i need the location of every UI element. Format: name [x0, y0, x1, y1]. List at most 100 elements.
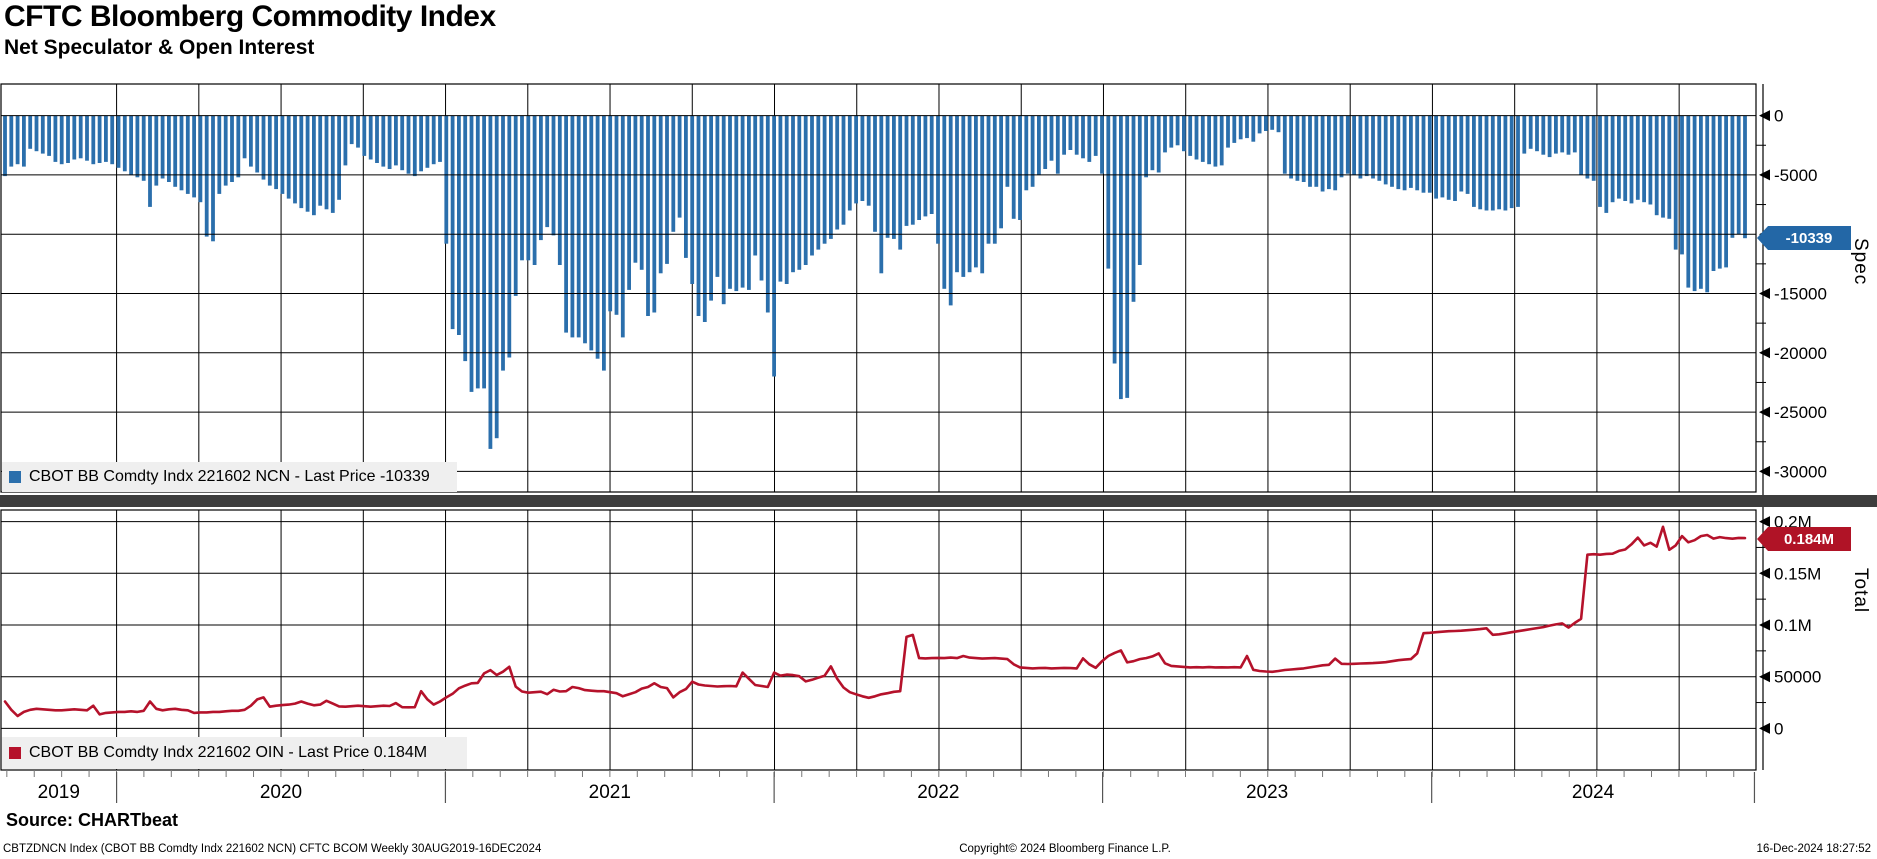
- panel-frame: [0, 83, 1757, 493]
- spec-bar: [841, 115, 846, 225]
- spec-bar: [1654, 115, 1659, 216]
- spec-bar: [1314, 115, 1319, 187]
- x-year-label[interactable]: 2020: [260, 782, 302, 803]
- spec-bar: [507, 115, 512, 358]
- spec-bar: [1427, 115, 1432, 193]
- spec-bar: [570, 115, 575, 338]
- spec-bar: [1037, 115, 1041, 175]
- legend-swatch-blue: [9, 471, 21, 483]
- spec-bar: [387, 115, 392, 169]
- legend-spec-series[interactable]: CBOT BB Comdty Indx 221602 NCN - Last Pr…: [2, 462, 457, 492]
- spec-bar: [772, 115, 776, 377]
- y-tick-label: -15000: [1774, 285, 1827, 304]
- legend-swatch-red: [9, 747, 21, 759]
- spec-bar: [639, 115, 644, 270]
- spec-bar: [1030, 115, 1035, 187]
- spec-bar: [242, 115, 247, 159]
- spec-bar: [608, 115, 613, 312]
- spec-bar: [286, 115, 291, 199]
- spec-bar: [1188, 115, 1193, 156]
- spec-bar: [1453, 115, 1457, 201]
- spec-bar: [847, 115, 852, 211]
- spec-bar: [740, 115, 745, 288]
- spec-bar: [677, 115, 682, 218]
- spec-bar: [992, 115, 997, 244]
- spec-bar: [444, 115, 449, 244]
- spec-bar: [1661, 115, 1665, 218]
- x-year-label[interactable]: 2023: [1246, 782, 1288, 803]
- spec-bar: [173, 115, 178, 187]
- spec-bar: [1125, 115, 1130, 398]
- spec-bar: [702, 115, 707, 322]
- spec-bar: [375, 115, 379, 163]
- page-title: CFTC Bloomberg Commodity Index: [4, 0, 496, 33]
- spec-bar: [980, 115, 985, 274]
- spec-bar: [129, 115, 133, 175]
- spec-bar: [1352, 115, 1356, 175]
- spec-bar: [431, 115, 436, 165]
- spec-bar: [450, 115, 455, 330]
- spec-bar: [1358, 115, 1363, 179]
- spec-bar: [261, 115, 266, 180]
- spec-bar: [829, 115, 833, 239]
- spec-bar: [1692, 115, 1697, 292]
- x-year-label[interactable]: 2024: [1572, 782, 1615, 803]
- spec-bar: [1062, 115, 1066, 155]
- spec-bar: [835, 115, 840, 230]
- x-year-label[interactable]: 2022: [917, 782, 959, 803]
- spec-bar: [955, 115, 959, 273]
- spec-bar: [1339, 115, 1344, 178]
- spec-bar: [1465, 115, 1470, 194]
- legend-total-series[interactable]: CBOT BB Comdty Indx 221602 OIN - Last Pr…: [2, 737, 467, 769]
- spec-bar: [1459, 115, 1464, 192]
- spec-bar: [1585, 115, 1590, 179]
- spec-bar: [1623, 115, 1628, 201]
- spec-bar: [185, 115, 190, 194]
- y-tick-label: -30000: [1774, 462, 1827, 481]
- spec-bar: [381, 115, 386, 167]
- spec-bar: [135, 115, 140, 178]
- source-note: Source: CHARTbeat: [6, 810, 179, 830]
- spec-bar: [1327, 115, 1331, 190]
- spec-bar: [305, 115, 310, 212]
- spec-bar: [860, 115, 865, 201]
- spec-bar: [1087, 115, 1092, 162]
- spec-bar: [1169, 115, 1174, 148]
- spec-bar: [545, 115, 550, 228]
- spec-bar: [602, 115, 606, 371]
- spec-bar: [179, 115, 184, 191]
- spec-bar: [589, 115, 594, 351]
- legend-spec-label: CBOT BB Comdty Indx 221602 NCN - Last Pr…: [29, 468, 430, 485]
- x-year-label[interactable]: 2019: [38, 782, 80, 803]
- spec-bar: [854, 115, 858, 204]
- spec-bar: [1547, 115, 1552, 158]
- spec-bar: [255, 115, 260, 173]
- spec-bar: [709, 115, 713, 301]
- spec-bar: [78, 115, 83, 159]
- spec-bar-series: [3, 115, 1747, 449]
- spec-bar: [22, 115, 26, 167]
- spec-bar: [1055, 115, 1060, 174]
- spec-bar: [1018, 115, 1022, 220]
- spec-bar: [551, 115, 556, 236]
- spec-bar: [249, 115, 253, 167]
- spec-bar: [457, 115, 461, 335]
- spec-bar: [1554, 115, 1558, 154]
- spec-bar: [892, 115, 896, 239]
- spec-bar: [898, 115, 903, 250]
- spec-bar: [1717, 115, 1722, 269]
- spec-bar: [368, 115, 373, 160]
- spec-bar: [72, 115, 77, 160]
- spec-bar: [318, 115, 323, 206]
- spec-bar: [312, 115, 316, 216]
- spec-bar: [1629, 115, 1634, 204]
- spec-bar: [1049, 115, 1054, 161]
- spec-bar: [539, 115, 543, 241]
- axis-tick-arrow: [1759, 516, 1770, 528]
- x-year-label[interactable]: 2021: [589, 782, 631, 803]
- spec-bar: [167, 115, 171, 182]
- axis-tick-arrow: [1759, 671, 1770, 683]
- spec-bar: [1635, 115, 1640, 200]
- spec-bar: [1610, 115, 1615, 203]
